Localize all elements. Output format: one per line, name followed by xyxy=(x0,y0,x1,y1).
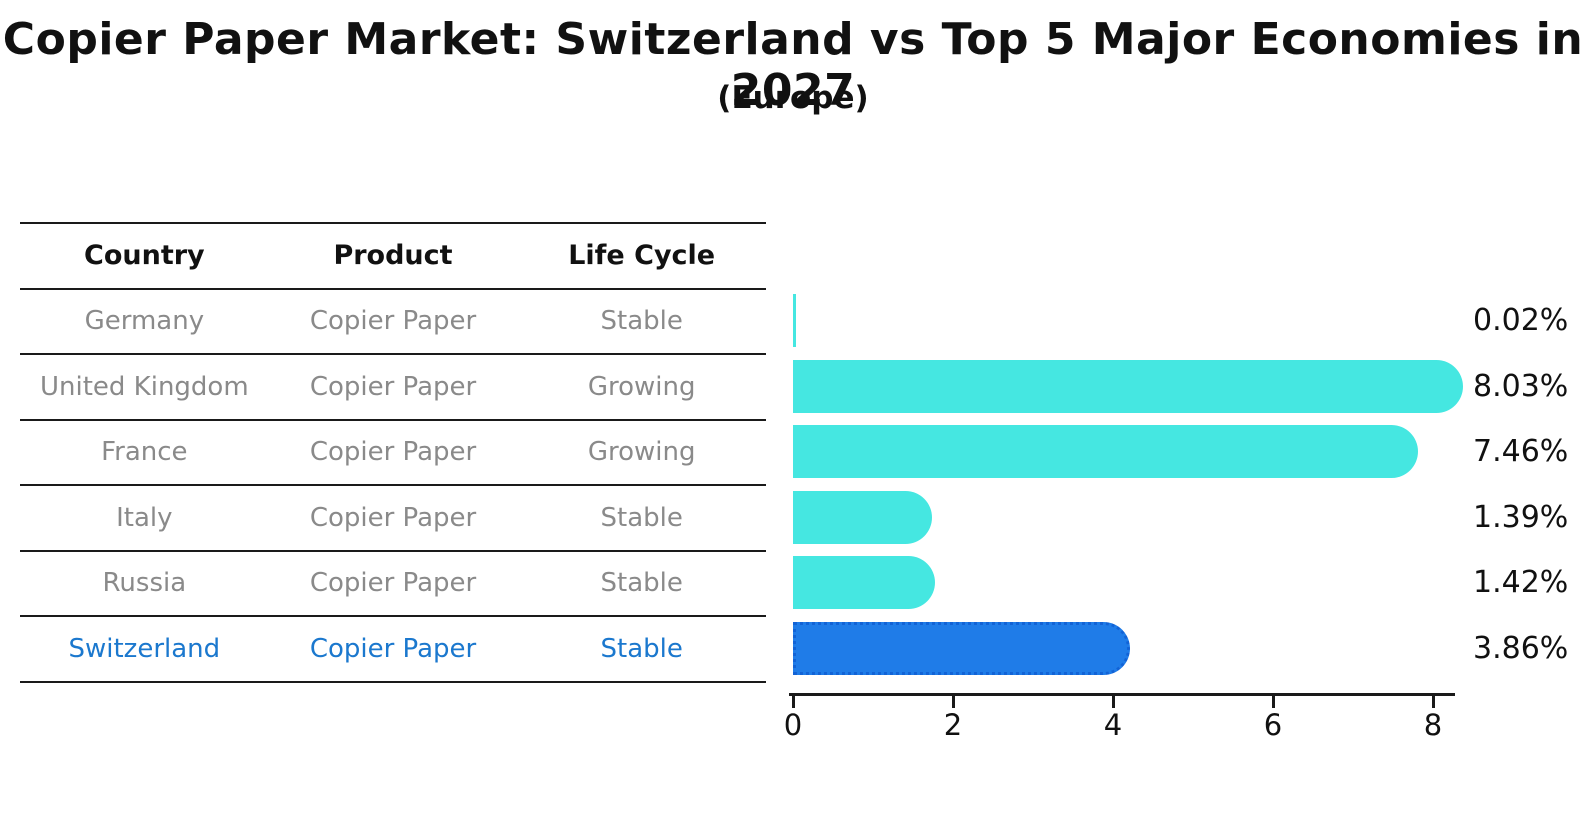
cell-product: Copier Paper xyxy=(309,371,477,402)
table-row-switzerland: Switzerland Copier Paper Stable xyxy=(20,615,766,683)
column-header-product: Product xyxy=(333,240,453,272)
tick-mark xyxy=(951,696,955,708)
value-label-italy: 1.39% xyxy=(1473,499,1569,535)
cell-product: Copier Paper xyxy=(309,568,477,599)
cell-life-cycle: Stable xyxy=(600,306,683,337)
value-label-united-kingdom: 8.03% xyxy=(1473,368,1569,404)
tick-mark xyxy=(1271,696,1275,708)
cell-product: Copier Paper xyxy=(309,502,477,533)
cell-life-cycle: Growing xyxy=(587,371,696,402)
cell-life-cycle: Stable xyxy=(600,502,683,533)
chart-title: Copier Paper Market: Switzerland vs Top … xyxy=(2,14,1584,116)
tick-label: 2 xyxy=(943,708,963,742)
cell-country: Italy xyxy=(116,502,173,533)
column-header-country: Country xyxy=(84,240,205,272)
cell-country: Russia xyxy=(102,568,187,599)
value-label-russia: 1.42% xyxy=(1473,565,1569,601)
bar-germany xyxy=(793,294,796,348)
table-row-russia: Russia Copier Paper Stable xyxy=(20,549,766,616)
chart-subtitle: (Europe) xyxy=(717,80,869,116)
x-axis-line xyxy=(789,693,1455,696)
cell-product: Copier Paper xyxy=(309,633,477,664)
cell-life-cycle: Stable xyxy=(600,568,683,599)
bar-row xyxy=(793,616,1483,682)
bar-italy xyxy=(793,490,933,544)
bar-russia xyxy=(793,556,935,610)
value-label-switzerland: 3.86% xyxy=(1473,630,1569,666)
tick-label: 6 xyxy=(1263,708,1283,742)
bar-united-kingdom xyxy=(793,359,1464,413)
table-row-germany: Germany Copier Paper Stable xyxy=(20,287,766,354)
bar-row xyxy=(793,485,1483,551)
bar-row xyxy=(793,354,1483,420)
column-header-life-cycle: Life Cycle xyxy=(568,240,716,272)
table-row-france: France Copier Paper Growing xyxy=(20,418,766,485)
value-label-column: 0.02% 8.03% 7.46% 1.39% 1.42% 3.86% xyxy=(1473,288,1583,681)
bar-row xyxy=(793,288,1483,354)
bar-plot-area xyxy=(793,288,1483,681)
bar-row xyxy=(793,550,1483,616)
cell-country: Switzerland xyxy=(68,633,221,664)
table-row-united-kingdom: United Kingdom Copier Paper Growing xyxy=(20,353,766,419)
tick-label: 8 xyxy=(1423,708,1443,742)
cell-life-cycle: Growing xyxy=(587,437,696,468)
bar-row xyxy=(793,419,1483,485)
cell-life-cycle: Stable xyxy=(600,633,683,664)
table-row-italy: Italy Copier Paper Stable xyxy=(20,484,766,550)
tick-mark xyxy=(791,696,795,708)
tick-label: 0 xyxy=(783,708,803,742)
cell-country: France xyxy=(101,437,188,468)
table-header-row: Country Product Life Cycle xyxy=(20,222,766,288)
country-table: Country Product Life Cycle Germany Copie… xyxy=(20,222,766,683)
tick-mark xyxy=(1431,696,1435,708)
tick-label: 4 xyxy=(1103,708,1123,742)
value-label-germany: 0.02% xyxy=(1473,303,1569,339)
value-label-france: 7.46% xyxy=(1473,434,1569,470)
cell-country: United Kingdom xyxy=(39,371,249,402)
tick-mark xyxy=(1111,696,1115,708)
cell-product: Copier Paper xyxy=(309,437,477,468)
cell-product: Copier Paper xyxy=(309,306,477,337)
bar-france xyxy=(793,425,1418,479)
cell-country: Germany xyxy=(84,306,205,337)
bar-switzerland xyxy=(793,621,1130,675)
